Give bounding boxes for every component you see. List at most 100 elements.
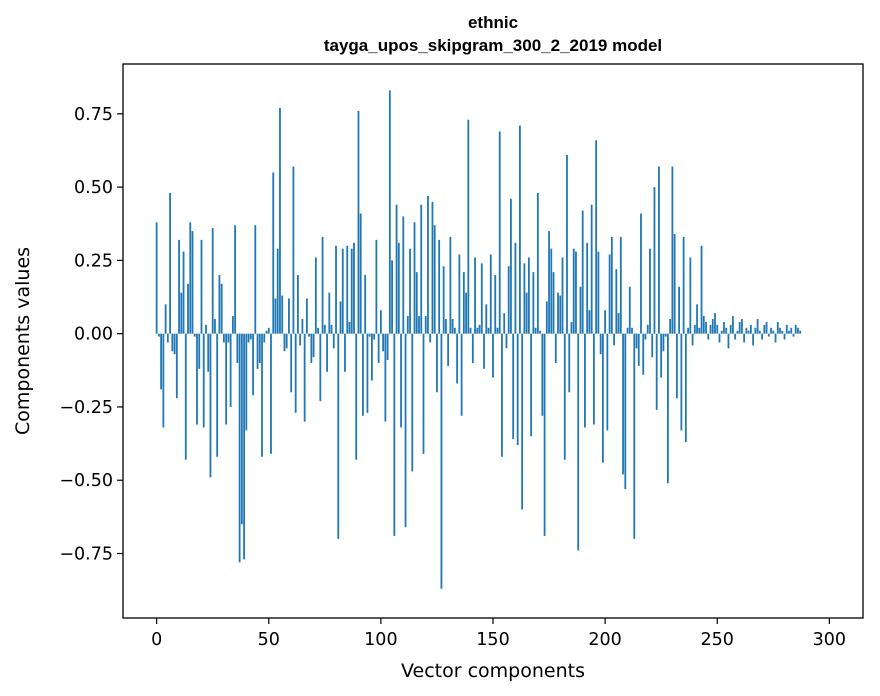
bar	[635, 333, 638, 349]
bar	[691, 333, 694, 346]
bar	[593, 333, 595, 425]
bar	[637, 333, 640, 366]
bar	[649, 248, 651, 334]
bar	[339, 301, 342, 334]
bar	[494, 275, 497, 334]
x-tick-label: 100	[364, 630, 397, 650]
y-tick-label: −0.50	[59, 471, 113, 491]
bar	[725, 327, 728, 334]
bar	[178, 239, 180, 334]
y-tick-label: 0.50	[74, 178, 113, 198]
bar	[534, 327, 537, 334]
bar	[397, 242, 400, 334]
bar	[465, 292, 467, 334]
bar	[373, 333, 376, 340]
bar	[294, 333, 297, 413]
bar	[716, 324, 719, 334]
bar	[211, 228, 214, 334]
bar	[184, 333, 187, 460]
bar	[525, 292, 528, 334]
bar	[438, 239, 441, 334]
bar	[310, 333, 313, 363]
bar	[496, 327, 499, 334]
bar	[200, 239, 203, 334]
bar	[189, 222, 192, 334]
y-tick-label: −0.25	[59, 398, 113, 418]
bar	[610, 236, 613, 334]
bar	[223, 333, 225, 343]
bar	[653, 187, 656, 334]
bar	[774, 333, 777, 343]
bar	[586, 242, 589, 334]
bar	[563, 333, 566, 460]
bar	[330, 324, 333, 334]
bar	[326, 333, 328, 372]
bar	[478, 324, 481, 334]
bar	[411, 333, 414, 472]
bar	[662, 333, 665, 352]
bar	[651, 333, 654, 358]
y-tick-label: −0.75	[59, 545, 113, 565]
bar	[364, 275, 367, 334]
bar	[678, 286, 681, 334]
bar	[536, 192, 539, 334]
bar	[240, 333, 243, 525]
bar	[684, 333, 687, 443]
bar	[483, 333, 485, 369]
bar	[453, 327, 456, 334]
bar	[763, 324, 766, 334]
bar	[783, 333, 786, 340]
bar	[337, 333, 340, 539]
bar	[218, 275, 221, 334]
bar	[705, 321, 707, 334]
bar	[658, 166, 660, 334]
x-tick-label: 250	[701, 630, 734, 650]
x-tick-label: 200	[588, 630, 621, 650]
bar	[157, 333, 160, 337]
bar	[312, 333, 315, 358]
bar	[720, 330, 723, 334]
bar	[258, 333, 261, 363]
bar	[346, 245, 349, 334]
bar	[579, 286, 582, 334]
bar	[646, 324, 649, 334]
bar	[687, 327, 689, 334]
bar	[527, 257, 530, 334]
bar	[476, 327, 479, 334]
bar	[747, 330, 750, 334]
bar	[375, 239, 378, 334]
bar	[283, 333, 286, 352]
bar	[797, 327, 799, 334]
bar	[209, 333, 212, 478]
y-tick-label: 0.75	[74, 105, 113, 125]
bar	[519, 125, 521, 334]
bar	[781, 330, 784, 334]
bar	[566, 154, 568, 334]
bar	[469, 327, 472, 334]
bar	[388, 90, 391, 334]
bar	[507, 266, 510, 334]
bar	[772, 330, 775, 334]
bar	[447, 333, 450, 366]
bar	[467, 119, 470, 334]
bar	[319, 333, 322, 402]
y-ticks: −0.75 −0.50 −0.25 0.00 0.25 0.50 0.75	[59, 105, 123, 565]
bar	[445, 319, 447, 334]
bar	[498, 131, 501, 334]
bar	[281, 295, 284, 334]
bar	[279, 107, 281, 334]
bar	[512, 333, 515, 440]
bar	[449, 236, 452, 334]
x-axis-label: Vector components	[401, 660, 585, 682]
bar	[270, 333, 272, 454]
bar	[503, 313, 506, 334]
bar	[485, 304, 488, 334]
bar	[357, 110, 360, 334]
bar	[655, 333, 658, 410]
bar	[402, 216, 405, 334]
bar	[418, 316, 420, 334]
bar	[272, 172, 275, 334]
bar	[673, 234, 676, 334]
bar	[359, 213, 362, 334]
bar	[180, 292, 183, 334]
